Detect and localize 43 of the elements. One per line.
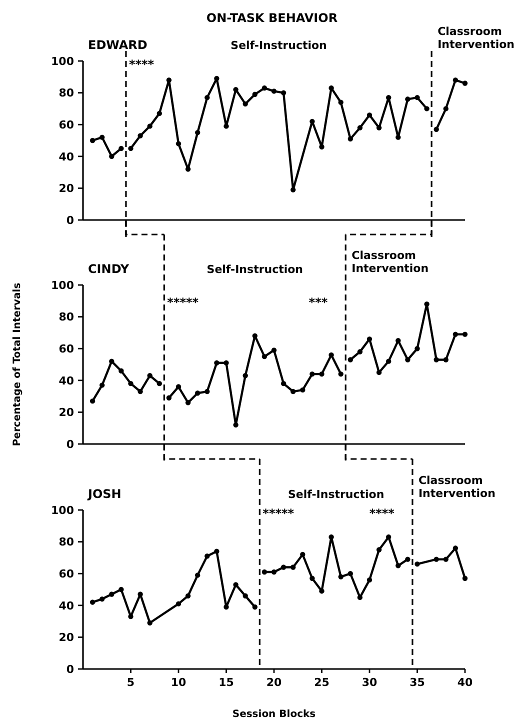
- text: Self-Instruction: [230, 39, 327, 52]
- x-tick-label: 5: [126, 676, 135, 689]
- y-tick-label: 20: [58, 182, 74, 196]
- y-tick-label: 80: [58, 310, 74, 324]
- y-tick-label: 60: [58, 118, 74, 132]
- text: Self-Instruction: [206, 263, 304, 276]
- y-tick-label: 0: [66, 438, 74, 451]
- y-tick-label: 0: [66, 662, 74, 676]
- annotation: *****: [262, 506, 295, 520]
- x-tick-label: 30: [362, 676, 378, 689]
- y-tick-label: 0: [66, 214, 74, 227]
- y-tick-label: 40: [58, 374, 74, 388]
- x-axis-title: Session Blocks: [232, 709, 316, 720]
- y-tick-label: 100: [51, 54, 74, 68]
- x-tick-label: 25: [314, 676, 330, 689]
- chart-subtitle: JOSH: [87, 487, 122, 501]
- y-tick-label: 40: [58, 150, 74, 164]
- chart-subtitle: CINDY: [88, 262, 130, 276]
- y-tick-label: 60: [58, 567, 74, 580]
- ref-line-label: Classroom Intervention: [418, 474, 496, 500]
- ref-line-label: Classroom Intervention: [352, 249, 429, 275]
- y-tick-label: 100: [51, 504, 74, 517]
- y-axis-title: Percentage of Total Intervals: [12, 282, 23, 446]
- ref-line-label: Classroom Intervention: [438, 25, 515, 51]
- y-tick-label: 80: [58, 536, 74, 549]
- y-tick-label: 20: [58, 406, 74, 420]
- x-tick-label: 20: [266, 676, 282, 689]
- chart-subtitle: EDWARD: [88, 38, 148, 52]
- annotation: *****: [167, 296, 200, 310]
- x-tick-label: 35: [410, 676, 425, 689]
- y-tick-label: 20: [58, 631, 74, 644]
- y-tick-label: 80: [58, 86, 74, 100]
- chart-title: ON-TASK BEHAVIOR: [206, 11, 338, 25]
- y-tick-label: 40: [58, 599, 74, 612]
- x-tick-label: 40: [457, 676, 473, 689]
- text: Self-Instruction: [288, 488, 384, 501]
- annotation: ****: [369, 506, 396, 520]
- x-tick-label: 10: [170, 676, 186, 689]
- y-tick-label: 100: [51, 278, 74, 292]
- annotation: ****: [128, 57, 155, 72]
- y-tick-label: 60: [58, 342, 74, 356]
- annotation: ***: [308, 296, 328, 310]
- x-tick-label: 15: [218, 676, 234, 689]
